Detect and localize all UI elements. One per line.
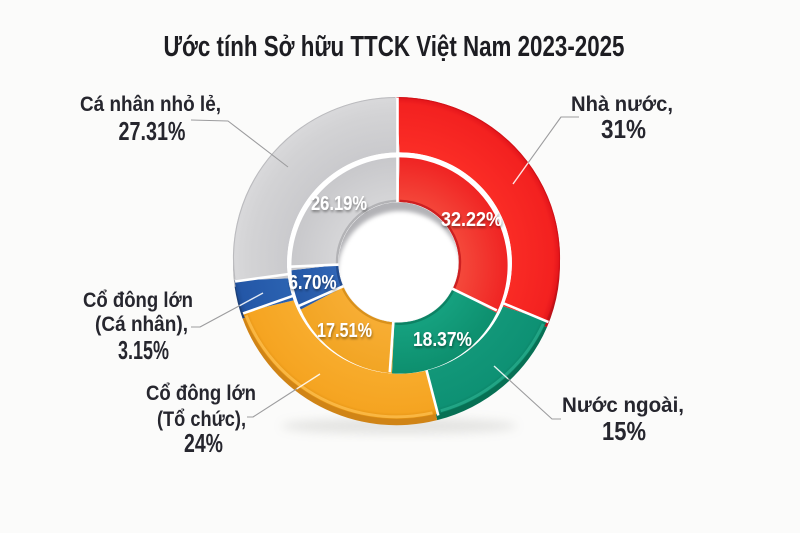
svg-text:17.51%: 17.51% [317, 319, 372, 342]
svg-text:Cá nhân nhỏ lẻ,: Cá nhân nhỏ lẻ, [80, 92, 221, 116]
svg-text:6.70%: 6.70% [289, 271, 337, 294]
svg-text:18.37%: 18.37% [413, 328, 472, 351]
svg-text:15%: 15% [602, 416, 646, 446]
svg-text:Nhà nước,: Nhà nước, [571, 92, 673, 116]
svg-text:(Cá nhân),: (Cá nhân), [95, 312, 188, 336]
svg-text:31%: 31% [601, 114, 646, 144]
svg-text:Ước tính Sở hữu TTCK Việt Nam: Ước tính Sở hữu TTCK Việt Nam 2023-2025 [164, 31, 625, 63]
svg-text:27.31%: 27.31% [119, 116, 186, 146]
svg-text:3.15%: 3.15% [118, 335, 169, 365]
svg-text:Cổ đông lớn: Cổ đông lớn [146, 381, 256, 405]
svg-text:Cổ đông lớn: Cổ đông lớn [83, 288, 193, 312]
svg-text:Nước ngoài,: Nước ngoài, [562, 393, 684, 417]
svg-text:26.19%: 26.19% [311, 192, 367, 215]
svg-text:(Tổ chức),: (Tổ chức), [157, 407, 246, 431]
svg-text:24%: 24% [184, 428, 223, 458]
svg-text:32.22%: 32.22% [441, 208, 502, 231]
